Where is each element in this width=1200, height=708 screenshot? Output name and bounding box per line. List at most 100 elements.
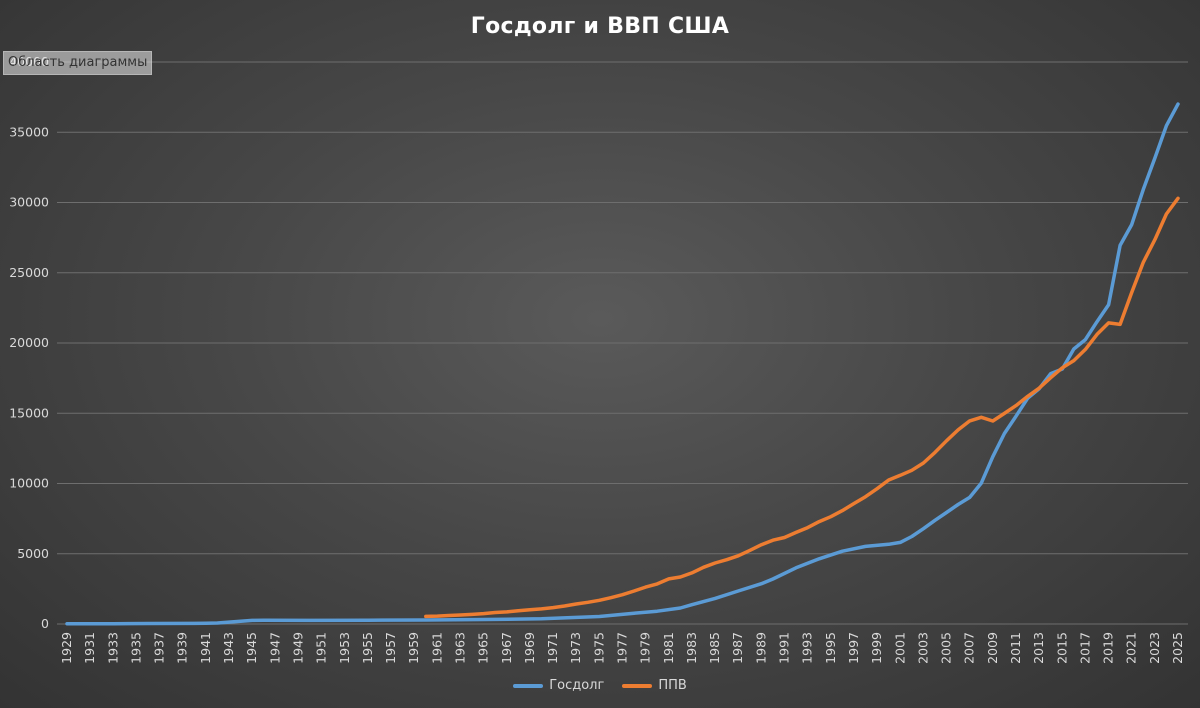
x-tick: 1975 xyxy=(591,632,606,664)
x-tick-label: 2021 xyxy=(1124,632,1139,664)
series-line-gosdolg[interactable] xyxy=(65,102,1180,626)
x-tick-label: 2005 xyxy=(939,632,954,664)
x-tick: 1955 xyxy=(360,632,375,664)
x-tick: 1997 xyxy=(846,632,861,664)
x-tick: 1947 xyxy=(267,632,282,664)
y-tick-label: 20000 xyxy=(9,335,49,350)
x-tick-label: 2011 xyxy=(1008,632,1023,664)
x-tick-label: 1951 xyxy=(314,632,329,664)
x-tick: 1985 xyxy=(707,632,722,664)
x-tick: 1957 xyxy=(383,632,398,664)
x-tick: 2019 xyxy=(1101,632,1116,664)
x-tick: 1987 xyxy=(730,632,745,664)
x-tick: 1963 xyxy=(452,632,467,664)
x-tick: 2005 xyxy=(939,632,954,664)
y-axis: 0500010000150002000025000300003500040000 xyxy=(9,54,49,631)
x-tick-label: 1967 xyxy=(499,632,514,664)
x-tick: 1983 xyxy=(684,632,699,664)
x-tick: 2025 xyxy=(1170,632,1185,664)
x-tick-label: 1937 xyxy=(152,632,167,664)
chart-title: Госдолг и ВВП США xyxy=(470,14,730,39)
x-tick-label: 1943 xyxy=(221,632,236,664)
x-tick: 2021 xyxy=(1124,632,1139,664)
x-tick: 1951 xyxy=(314,632,329,664)
x-tick: 1933 xyxy=(105,632,120,664)
series-line-ppv[interactable] xyxy=(424,196,1180,619)
x-tick-label: 1997 xyxy=(846,632,861,664)
x-tick: 1959 xyxy=(406,632,421,664)
x-tick-label: 1945 xyxy=(244,632,259,664)
x-tick-label: 1985 xyxy=(707,632,722,664)
x-axis: 1929 1931 1933 1935 1937 1939 1941 1943 1945 1947… xyxy=(59,632,1185,664)
x-tick: 1989 xyxy=(753,632,768,664)
y-tick-label: 30000 xyxy=(9,195,49,210)
legend-swatch-gosdolg xyxy=(513,683,544,688)
legend-item-ppv[interactable]: ППВ xyxy=(622,678,687,693)
x-tick: 1979 xyxy=(638,632,653,664)
x-tick: 1935 xyxy=(128,632,143,664)
x-tick-label: 1953 xyxy=(337,632,352,664)
x-tick-label: 1959 xyxy=(406,632,421,664)
x-tick: 1949 xyxy=(290,632,305,664)
legend-label-gosdolg: Госдолг xyxy=(549,678,605,693)
x-tick-label: 1941 xyxy=(198,632,213,664)
x-tick-label: 1929 xyxy=(59,632,74,664)
x-tick: 1941 xyxy=(198,632,213,664)
y-tick-label: 10000 xyxy=(9,476,49,491)
x-tick: 2003 xyxy=(915,632,930,664)
x-tick-label: 1971 xyxy=(545,632,560,664)
x-tick: 1967 xyxy=(499,632,514,664)
x-tick-label: 1965 xyxy=(476,632,491,664)
x-tick-label: 1991 xyxy=(777,632,792,664)
x-tick-label: 1939 xyxy=(175,632,190,664)
legend: Госдолг ППВ xyxy=(0,678,1200,693)
x-tick: 1969 xyxy=(522,632,537,664)
x-tick: 1953 xyxy=(337,632,352,664)
legend-swatch-ppv xyxy=(622,683,653,688)
x-tick-label: 1977 xyxy=(615,632,630,664)
x-tick: 1971 xyxy=(545,632,560,664)
x-tick: 1995 xyxy=(823,632,838,664)
x-tick: 1977 xyxy=(615,632,630,664)
legend-item-gosdolg[interactable]: Госдолг xyxy=(513,678,604,693)
y-tick-label: 25000 xyxy=(9,265,49,280)
x-tick-label: 1957 xyxy=(383,632,398,664)
x-tick: 2015 xyxy=(1054,632,1069,664)
x-tick: 1939 xyxy=(175,632,190,664)
x-tick-label: 2003 xyxy=(915,632,930,664)
x-tick: 2013 xyxy=(1031,632,1046,664)
x-tick-label: 2017 xyxy=(1077,632,1092,664)
x-tick-label: 2009 xyxy=(985,632,1000,664)
x-tick-label: 1931 xyxy=(82,632,97,664)
x-tick-label: 1995 xyxy=(823,632,838,664)
x-tick-label: 1955 xyxy=(360,632,375,664)
y-tick-label: 15000 xyxy=(9,405,49,420)
x-tick-label: 2025 xyxy=(1170,632,1185,664)
x-tick: 2007 xyxy=(962,632,977,664)
x-tick-label: 1983 xyxy=(684,632,699,664)
series-lines xyxy=(65,102,1180,626)
x-tick: 1943 xyxy=(221,632,236,664)
x-tick-label: 2013 xyxy=(1031,632,1046,664)
x-tick-label: 1993 xyxy=(800,632,815,664)
x-tick-label: 2015 xyxy=(1054,632,1069,664)
x-tick-label: 1979 xyxy=(638,632,653,664)
x-tick-label: 1947 xyxy=(267,632,282,664)
x-tick: 2001 xyxy=(892,632,907,664)
x-tick-label: 1933 xyxy=(105,632,120,664)
x-tick-label: 1973 xyxy=(568,632,583,664)
x-tick: 1973 xyxy=(568,632,583,664)
legend-label-ppv: ППВ xyxy=(658,678,687,693)
x-tick-label: 2001 xyxy=(892,632,907,664)
y-tick-label: 35000 xyxy=(9,124,49,139)
y-tick-label: 0 xyxy=(41,616,49,631)
x-tick-label: 2023 xyxy=(1147,632,1162,664)
x-tick: 1993 xyxy=(800,632,815,664)
x-tick: 2009 xyxy=(985,632,1000,664)
x-tick-label: 1999 xyxy=(869,632,884,664)
gridlines xyxy=(57,61,1188,625)
x-tick-label: 1987 xyxy=(730,632,745,664)
x-tick-label: 1935 xyxy=(128,632,143,664)
x-tick: 1961 xyxy=(429,632,444,664)
